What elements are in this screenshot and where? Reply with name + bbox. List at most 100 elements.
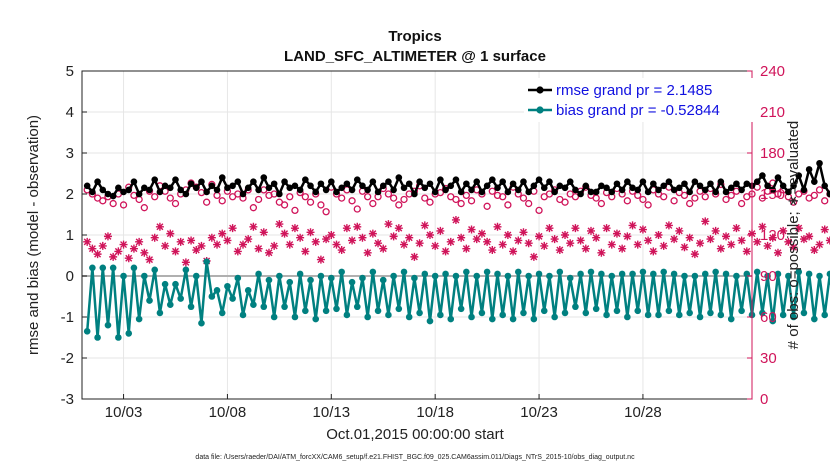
bias-point — [369, 268, 377, 276]
rmse-point — [478, 188, 486, 196]
obs-possible-point — [384, 190, 393, 198]
obs-possible-point — [639, 195, 647, 204]
rmse-point — [816, 159, 823, 167]
bias-point — [182, 266, 190, 274]
left-tick-label: 4 — [66, 104, 74, 121]
rmse-point — [115, 184, 122, 192]
bias-point — [805, 270, 813, 278]
obs-evaluated-point — [633, 240, 642, 249]
bias-point — [390, 272, 397, 280]
obs-possible-point — [203, 198, 211, 206]
bias-point — [395, 305, 403, 313]
obs-evaluated-point — [784, 237, 793, 246]
obs-evaluated-point — [342, 224, 351, 233]
rmse-point — [753, 178, 761, 185]
obs-possible-series — [83, 179, 830, 216]
x-tick-label: 10/13 — [313, 404, 351, 421]
rmse-point — [426, 180, 434, 188]
bias-point — [224, 282, 231, 290]
obs-evaluated-point — [638, 225, 647, 234]
bias-point — [94, 334, 101, 341]
bias-point — [255, 270, 262, 278]
bias-point — [374, 307, 382, 315]
bias-point — [109, 264, 117, 272]
rmse-point — [457, 188, 465, 196]
obs-evaluated-point — [197, 241, 206, 250]
bias-point — [478, 309, 486, 317]
left-tick-label: 2 — [66, 186, 74, 203]
obs-possible-point — [151, 193, 159, 201]
obs-evaluated-point — [592, 233, 601, 242]
left-tick-label: 3 — [66, 145, 74, 162]
bias-point — [192, 272, 200, 280]
obs-evaluated-point — [259, 228, 268, 237]
obs-evaluated-point — [181, 258, 190, 267]
rmse-point — [317, 180, 325, 188]
bias-point — [582, 309, 590, 317]
obs-possible-point — [254, 195, 263, 204]
bias-point — [364, 313, 371, 321]
obs-evaluated-point — [550, 235, 559, 244]
bias-point — [244, 287, 252, 294]
bias-point — [665, 307, 673, 315]
rmse-point — [239, 190, 247, 198]
rmse-point — [452, 176, 460, 183]
rmse-point — [89, 188, 96, 196]
obs-evaluated-point — [296, 233, 305, 242]
rmse-point — [468, 186, 475, 194]
obs-evaluated-point — [218, 229, 227, 238]
obs-evaluated-point — [301, 247, 310, 256]
legend-rmse-label: rmse grand pr = 2.1485 — [556, 82, 712, 99]
rmse-point — [369, 178, 377, 185]
obs-evaluated-point — [358, 233, 367, 242]
obs-possible-point — [504, 201, 512, 209]
bias-point — [753, 268, 761, 276]
obs-possible-point — [686, 199, 694, 208]
obs-evaluated-point — [545, 224, 554, 233]
rmse-point — [592, 188, 600, 196]
rmse-point — [338, 184, 345, 192]
left-tick-label: 1 — [66, 227, 74, 244]
obs-evaluated-point — [389, 232, 398, 241]
rmse-point — [473, 178, 481, 185]
obs-evaluated-point — [114, 247, 123, 256]
rmse-point — [120, 188, 127, 196]
bias-point — [811, 315, 818, 323]
obs-evaluated-point — [93, 250, 102, 259]
obs-evaluated-point — [805, 232, 814, 241]
rmse-point — [348, 186, 356, 194]
bias-point — [509, 315, 517, 323]
obs-evaluated-point — [384, 220, 393, 229]
obs-evaluated-point — [400, 240, 409, 249]
rmse-point — [779, 182, 787, 190]
obs-possible-point — [249, 204, 258, 212]
obs-evaluated-point — [509, 247, 518, 256]
obs-possible-point — [213, 191, 221, 200]
rmse-point — [234, 178, 242, 185]
obs-evaluated-point — [815, 240, 824, 249]
obs-evaluated-point — [644, 236, 653, 245]
rmse-point — [187, 180, 195, 188]
rmse-point — [795, 172, 803, 179]
bias-point — [452, 272, 460, 280]
obs-possible-point — [140, 204, 148, 212]
bias-point — [276, 272, 283, 280]
obs-evaluated-point — [514, 236, 523, 245]
obs-evaluated-point — [394, 224, 403, 233]
obs-evaluated-point — [649, 247, 658, 256]
obs-possible-point — [301, 193, 309, 201]
obs-evaluated-point — [322, 235, 331, 244]
bias-point — [437, 311, 444, 319]
rmse-point — [551, 188, 558, 196]
obs-possible-point — [395, 201, 403, 209]
rmse-point — [790, 182, 797, 190]
obs-evaluated-point — [654, 231, 663, 239]
obs-possible-point — [462, 191, 470, 200]
bias-point — [655, 311, 662, 319]
obs-evaluated-point — [758, 222, 767, 231]
rmse-point — [463, 180, 470, 188]
right-axis: 0 30 60 90 120 150 180 210 240 — [747, 63, 785, 408]
right-tick-label: 30 — [760, 350, 777, 367]
rmse-point — [270, 180, 278, 188]
rmse-point — [660, 182, 668, 190]
